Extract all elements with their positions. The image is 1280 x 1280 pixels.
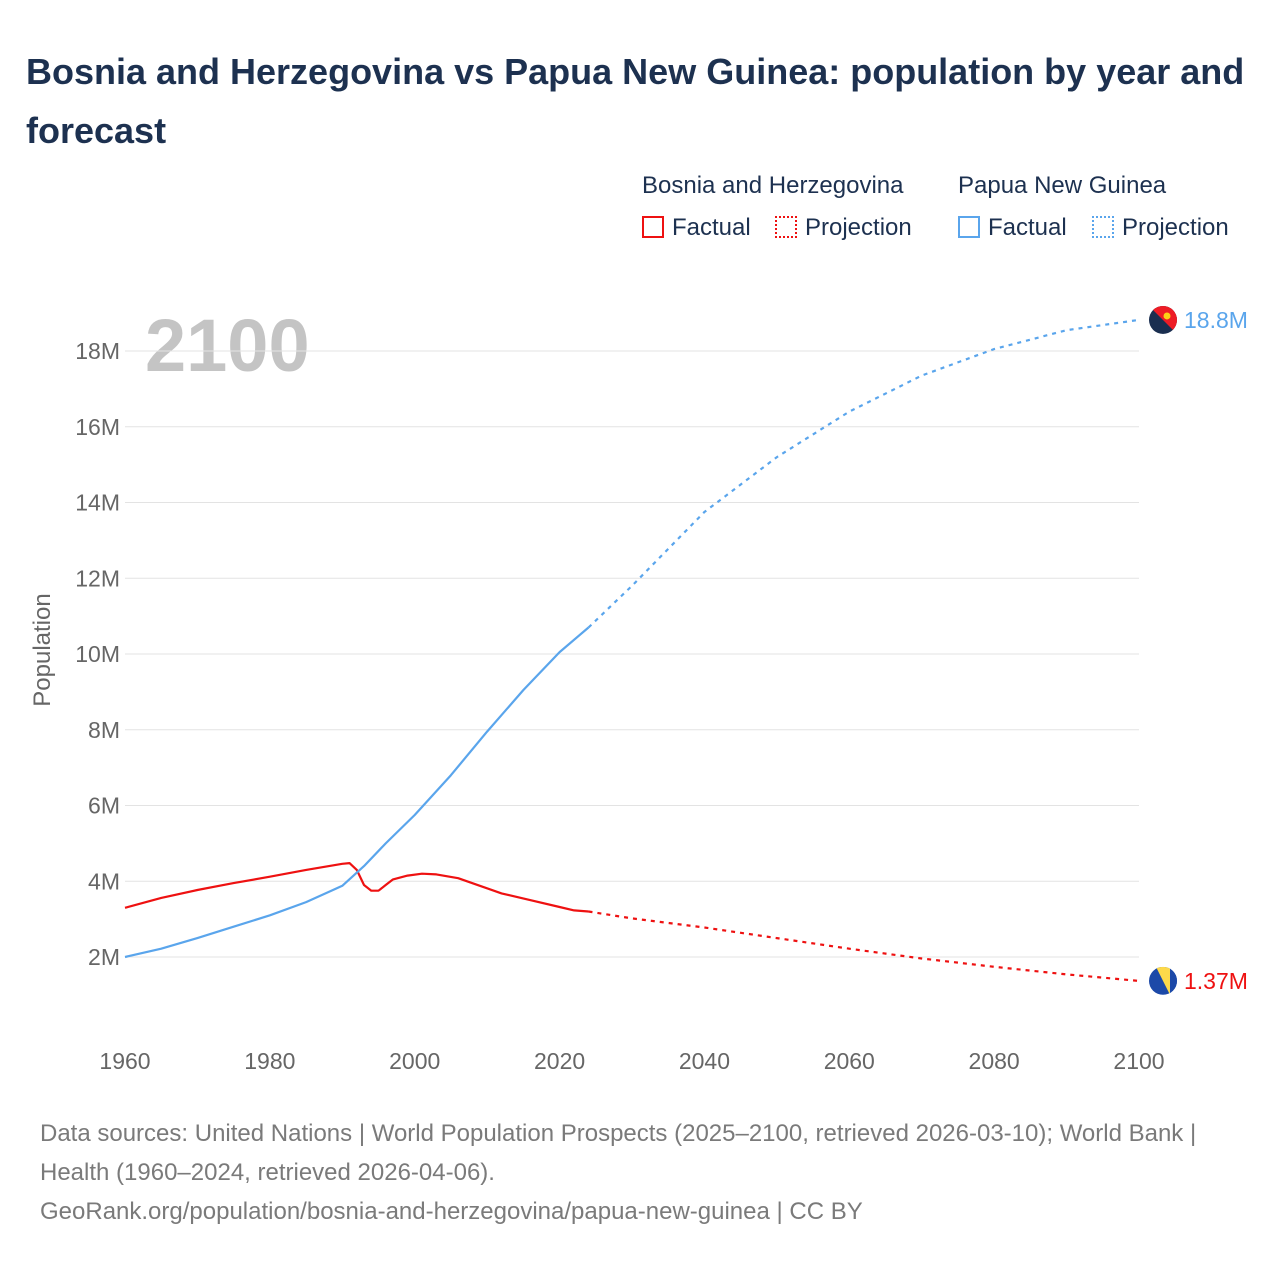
y-tick-label: 10M — [75, 641, 120, 667]
y-tick-label: 14M — [75, 490, 120, 516]
source-link[interactable]: GeoRank.org/population/bosnia-and-herzeg… — [40, 1198, 863, 1225]
legend-bosnia-factual[interactable]: Factual — [642, 214, 751, 242]
y-tick-label: 16M — [75, 414, 120, 440]
dotted-swatch-icon — [775, 216, 797, 238]
legend-png-factual[interactable]: Factual — [958, 214, 1067, 242]
footer: Data sources: United Nations | World Pop… — [40, 1114, 1240, 1231]
png-projection-line — [587, 318, 1140, 629]
flag-triangle — [1156, 966, 1170, 995]
dotted-swatch-icon — [1092, 216, 1114, 238]
bosnia-end-label: 1.37M — [1184, 968, 1248, 994]
legend-label: Factual — [672, 214, 751, 241]
x-tick-label: 1960 — [99, 1048, 150, 1074]
x-tick-label: 2060 — [824, 1048, 875, 1074]
year-watermark: 2100 — [145, 304, 310, 387]
legend-group-title: Bosnia and Herzegovina — [642, 172, 904, 199]
flag-edge — [1170, 966, 1177, 995]
x-tick-label: 2000 — [389, 1048, 440, 1074]
line-chart: 2100 Population 2M 4M 6M 8M 10M 12M 14M 16M 18M 1… — [29, 304, 1248, 1074]
legend-png-projection[interactable]: Projection — [1092, 214, 1229, 242]
flag-bird — [1163, 312, 1171, 320]
legend-bosnia-projection[interactable]: Projection — [775, 214, 912, 242]
x-tick-label: 2080 — [969, 1048, 1020, 1074]
y-tick-label: 18M — [75, 338, 120, 364]
y-axis-label: Population — [29, 593, 56, 706]
y-tick-label: 2M — [88, 944, 120, 970]
data-sources: Data sources: United Nations | World Pop… — [40, 1120, 1197, 1186]
x-tick-label: 2100 — [1113, 1048, 1164, 1074]
y-tick-label: 8M — [88, 717, 120, 743]
bosnia-projection-line — [588, 910, 1140, 982]
legend-label: Projection — [805, 214, 912, 241]
legend-group-png: Papua New Guinea Factual Projection — [958, 172, 1229, 241]
solid-swatch-icon — [958, 216, 980, 238]
png-flag-icon — [1149, 305, 1177, 334]
legend-group-bosnia: Bosnia and Herzegovina Factual Projectio… — [642, 172, 912, 241]
legend-label: Projection — [1122, 214, 1229, 241]
bosnia-factual-line — [124, 861, 589, 913]
chart-title: Bosnia and Herzegovina vs Papua New Guin… — [26, 51, 1245, 151]
flag-red — [1149, 305, 1177, 334]
png-factual-line — [124, 626, 590, 959]
x-tick-label: 1980 — [244, 1048, 295, 1074]
legend-label: Factual — [988, 214, 1067, 241]
y-tick-label: 12M — [75, 565, 120, 591]
y-tick-label: 4M — [88, 868, 120, 894]
png-end-label: 18.8M — [1184, 307, 1248, 333]
y-tick-label: 6M — [88, 793, 120, 819]
bosnia-flag-icon — [1149, 966, 1177, 995]
solid-swatch-icon — [642, 216, 664, 238]
x-tick-label: 2020 — [534, 1048, 585, 1074]
x-tick-label: 2040 — [679, 1048, 730, 1074]
legend-group-title: Papua New Guinea — [958, 172, 1167, 199]
